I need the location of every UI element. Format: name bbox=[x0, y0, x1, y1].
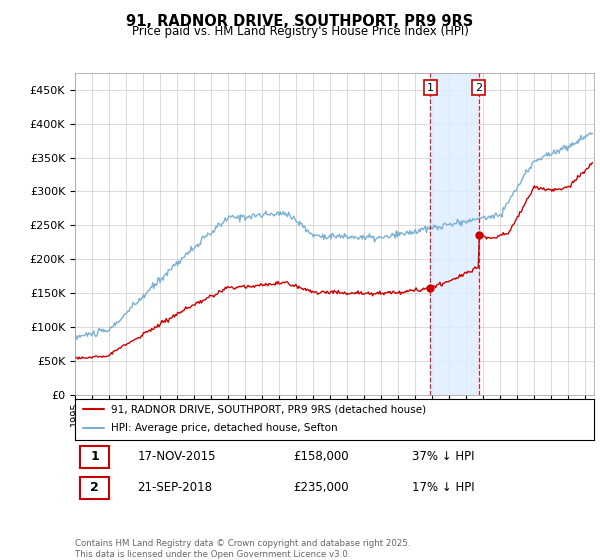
Text: 1: 1 bbox=[90, 450, 99, 464]
Bar bbox=[80, 477, 109, 498]
Text: HPI: Average price, detached house, Sefton: HPI: Average price, detached house, Seft… bbox=[112, 423, 338, 433]
Bar bbox=[430, 73, 479, 395]
Text: Contains HM Land Registry data © Crown copyright and database right 2025.
This d: Contains HM Land Registry data © Crown c… bbox=[75, 539, 410, 559]
Text: £158,000: £158,000 bbox=[293, 450, 349, 464]
Text: 91, RADNOR DRIVE, SOUTHPORT, PR9 9RS (detached house): 91, RADNOR DRIVE, SOUTHPORT, PR9 9RS (de… bbox=[112, 404, 427, 414]
Text: 17% ↓ HPI: 17% ↓ HPI bbox=[412, 481, 475, 494]
Text: 1: 1 bbox=[427, 83, 434, 93]
Bar bbox=[80, 446, 109, 468]
Text: Price paid vs. HM Land Registry's House Price Index (HPI): Price paid vs. HM Land Registry's House … bbox=[131, 25, 469, 38]
Text: 37% ↓ HPI: 37% ↓ HPI bbox=[412, 450, 475, 464]
Text: 2: 2 bbox=[475, 83, 482, 93]
Text: 2: 2 bbox=[90, 481, 99, 494]
Text: 17-NOV-2015: 17-NOV-2015 bbox=[137, 450, 216, 464]
Text: £235,000: £235,000 bbox=[293, 481, 349, 494]
Text: 91, RADNOR DRIVE, SOUTHPORT, PR9 9RS: 91, RADNOR DRIVE, SOUTHPORT, PR9 9RS bbox=[127, 14, 473, 29]
Text: 21-SEP-2018: 21-SEP-2018 bbox=[137, 481, 212, 494]
